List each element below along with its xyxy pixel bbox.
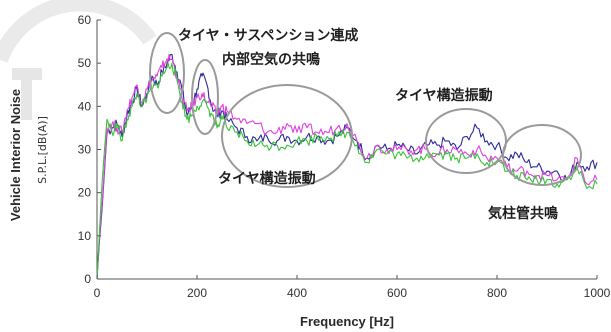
annotation-tire-structure-vibration-1: タイヤ構造振動 xyxy=(218,170,316,187)
y-tick-label: 10 xyxy=(78,229,92,243)
ellipse-tire-structure-2 xyxy=(425,108,507,174)
series-line-3 xyxy=(96,62,598,280)
y-tick-label: 60 xyxy=(78,13,92,27)
y-tick-label: 30 xyxy=(78,143,92,157)
ellipse-tire-suspension xyxy=(149,32,185,114)
x-tick-label: 0 xyxy=(94,286,101,300)
series-line-2 xyxy=(96,53,598,280)
annotation-internal-air-resonance: 内部空気の共鳴 xyxy=(222,51,320,68)
y-axis-label: Vehicle Interior Noise xyxy=(8,89,23,221)
x-tick-label: 600 xyxy=(387,286,407,300)
x-tick-label: 800 xyxy=(487,286,507,300)
annotation-air-column-resonance: 気柱管共鳴 xyxy=(488,205,558,222)
x-tick-label: 1000 xyxy=(584,286,611,300)
y-tick-label: 50 xyxy=(78,56,92,70)
y-axis-unit-label: S.P.L.[dB(A)] xyxy=(36,116,49,184)
watermark-logo xyxy=(0,0,157,120)
annotation-tire-structure-vibration-2: タイヤ構造振動 xyxy=(395,87,493,104)
series-lines xyxy=(96,53,598,280)
annotation-ellipses xyxy=(149,32,582,188)
y-tick-label: 20 xyxy=(78,186,92,200)
annotation-tire-suspension: タイヤ・サスペンション連成 xyxy=(178,27,358,44)
y-tick-label: 0 xyxy=(84,272,91,286)
x-tick-label: 200 xyxy=(187,286,207,300)
x-axis-label: Frequency [Hz] xyxy=(300,314,394,329)
x-tick-label: 400 xyxy=(287,286,307,300)
ellipse-air-column xyxy=(502,124,582,186)
y-tick-label: 40 xyxy=(78,99,92,113)
ellipse-tire-structure-1 xyxy=(221,84,353,188)
ellipse-internal-air xyxy=(191,59,219,135)
